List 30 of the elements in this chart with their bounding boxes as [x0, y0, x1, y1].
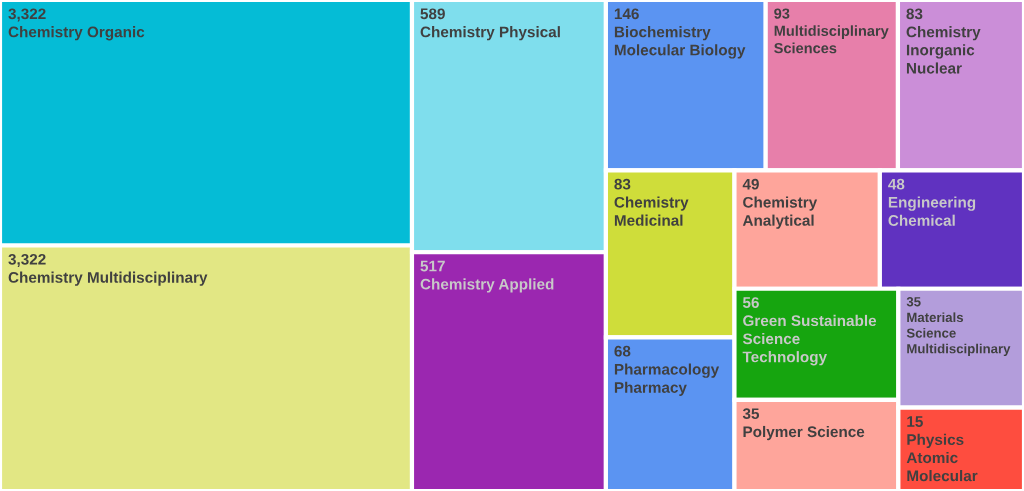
category-label: Chemistry Physical [420, 26, 560, 41]
data-label: 15 [907, 416, 923, 427]
data-label: 589 [420, 8, 445, 20]
data-label: 517 [420, 260, 445, 272]
data-label: 35 [742, 408, 760, 420]
data-label: 83 [906, 8, 923, 20]
category-label: Green Sustainable Science Technology [742, 314, 877, 366]
data-label: 146 [614, 8, 639, 20]
data-label: 93 [774, 8, 790, 19]
category-label: Physics Atomic Molecular [906, 433, 978, 482]
category-label: Biochemistry Molecular Biology [614, 26, 746, 59]
category-label: Polymer Science [743, 425, 865, 441]
category-label: Materials Science Multidisciplinary [906, 312, 1011, 356]
data-label: 56 [742, 297, 759, 308]
category-label: Chemistry Analytical [742, 196, 818, 229]
data-label: 3,322 [8, 8, 46, 22]
category-label: Chemistry Applied [420, 278, 554, 293]
data-label: 3,322 [8, 253, 46, 267]
data-label: 49 [742, 178, 759, 190]
category-label: Pharmacology Pharmacy [614, 363, 720, 396]
category-label: Chemistry Organic [8, 26, 145, 41]
data-label: 83 [614, 178, 631, 190]
category-label: Chemistry Inorganic Nuclear [906, 26, 981, 74]
data-label: 68 [614, 345, 631, 357]
data-label: 48 [888, 178, 905, 190]
category-label: Chemistry Medicinal [614, 196, 689, 226]
data-label: 35 [906, 297, 921, 307]
category-label: Engineering Chemical [888, 196, 976, 226]
category-label: Chemistry Multidisciplinary [8, 271, 208, 286]
category-label: Multidisciplinary Sciences [774, 25, 889, 54]
